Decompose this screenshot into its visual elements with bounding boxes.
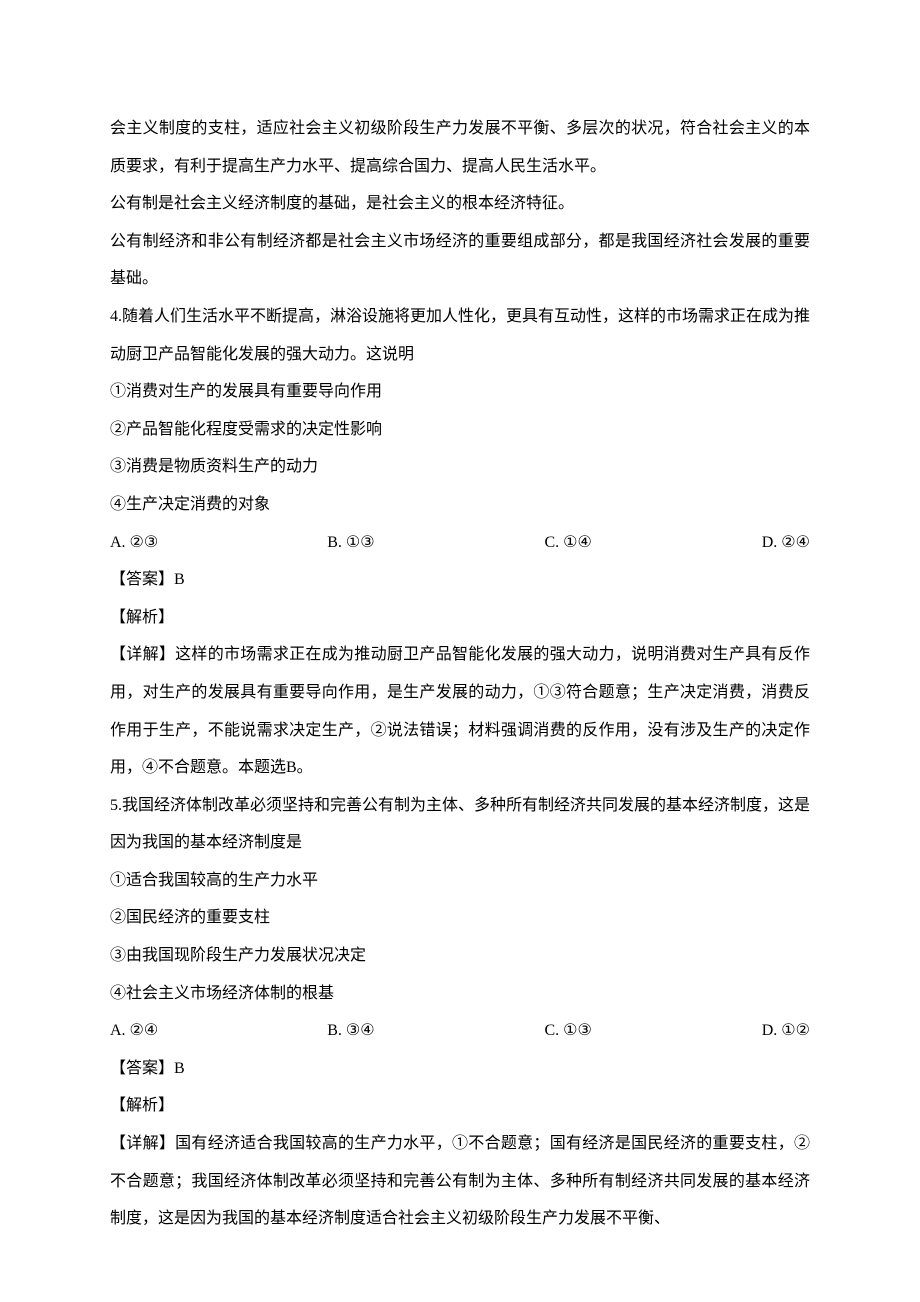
- q4-statement-4: ④生产决定消费的对象: [110, 486, 810, 524]
- q4-answer: 【答案】B: [110, 561, 810, 599]
- q5-option-a: A. ②④: [110, 1012, 327, 1050]
- intro-p3: 公有制经济和非公有制经济都是社会主义市场经济的重要组成部分，都是我国经济社会发展…: [110, 223, 810, 298]
- q4-detail: 【详解】这样的市场需求正在成为推动厨卫产品智能化发展的强大动力，说明消费对生产具…: [110, 636, 810, 786]
- q4-stem: 4.随着人们生活水平不断提高，淋浴设施将更加人性化，更具有互动性，这样的市场需求…: [110, 298, 810, 373]
- q4-options: A. ②③ B. ①③ C. ①④ D. ②④: [110, 524, 810, 562]
- q5-stem: 5.我国经济体制改革必须坚持和完善公有制为主体、多种所有制经济共同发展的基本经济…: [110, 787, 810, 862]
- q4-option-d: D. ②④: [762, 524, 810, 562]
- intro-p2: 公有制是社会主义经济制度的基础，是社会主义的根本经济特征。: [110, 185, 810, 223]
- q5-statement-2: ②国民经济的重要支柱: [110, 899, 810, 937]
- q5-option-c: C. ①③: [545, 1012, 762, 1050]
- intro-p1: 会主义制度的支柱，适应社会主义初级阶段生产力发展不平衡、多层次的状况，符合社会主…: [110, 110, 810, 185]
- q4-option-c: C. ①④: [545, 524, 762, 562]
- q5-statement-3: ③由我国现阶段生产力发展状况决定: [110, 937, 810, 975]
- q4-statement-3: ③消费是物质资料生产的动力: [110, 448, 810, 486]
- q5-analysis-label: 【解析】: [110, 1087, 810, 1125]
- q4-statement-2: ②产品智能化程度受需求的决定性影响: [110, 411, 810, 449]
- q4-option-a: A. ②③: [110, 524, 327, 562]
- q5-option-b: B. ③④: [327, 1012, 544, 1050]
- q5-statement-1: ①适合我国较高的生产力水平: [110, 862, 810, 900]
- q5-detail: 【详解】国有经济适合我国较高的生产力水平，①不合题意；国有经济是国民经济的重要支…: [110, 1125, 810, 1238]
- q4-option-b: B. ①③: [327, 524, 544, 562]
- q5-options: A. ②④ B. ③④ C. ①③ D. ①②: [110, 1012, 810, 1050]
- q4-statement-1: ①消费对生产的发展具有重要导向作用: [110, 373, 810, 411]
- q5-statement-4: ④社会主义市场经济体制的根基: [110, 975, 810, 1013]
- q5-option-d: D. ①②: [762, 1012, 810, 1050]
- q5-answer: 【答案】B: [110, 1050, 810, 1088]
- q4-analysis-label: 【解析】: [110, 599, 810, 637]
